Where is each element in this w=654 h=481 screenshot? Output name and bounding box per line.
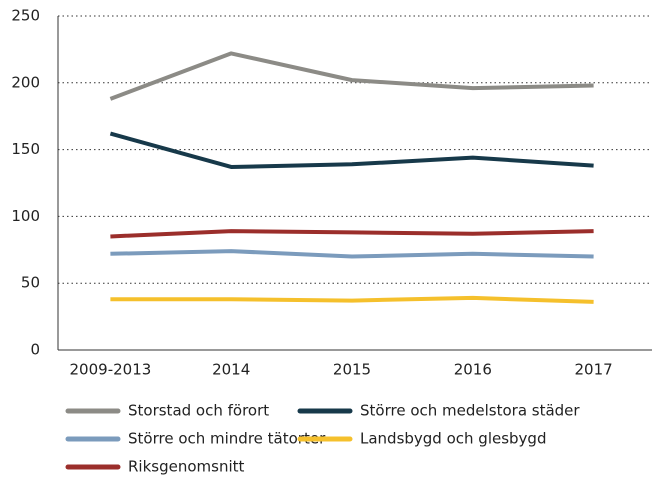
- series-line: [109, 51, 594, 101]
- x-tick-label: 2017: [575, 361, 613, 379]
- y-tick-label: 0: [30, 341, 40, 359]
- series-line: [110, 295, 594, 304]
- legend-label: Större och mindre tätorter: [128, 430, 326, 448]
- legend-label: Större och medelstora städer: [360, 402, 580, 420]
- y-tick-label: 250: [11, 7, 40, 25]
- legend-label: Storstad och förort: [128, 402, 269, 420]
- x-tick-label: 2009-2013: [70, 361, 152, 379]
- legend-label: Riksgenomsnitt: [128, 458, 245, 476]
- y-tick-label: 50: [21, 274, 40, 292]
- x-tick-label: 2014: [212, 361, 250, 379]
- series-line: [110, 229, 594, 239]
- y-tick-label: 100: [11, 207, 40, 225]
- y-tick-label: 150: [11, 140, 40, 158]
- legend-label: Landsbygd och glesbygd: [360, 430, 546, 448]
- x-tick-label: 2015: [333, 361, 371, 379]
- y-tick-label: 200: [11, 73, 40, 91]
- series-line: [109, 131, 594, 169]
- series-line: [110, 249, 594, 259]
- x-tick-label: 2016: [454, 361, 492, 379]
